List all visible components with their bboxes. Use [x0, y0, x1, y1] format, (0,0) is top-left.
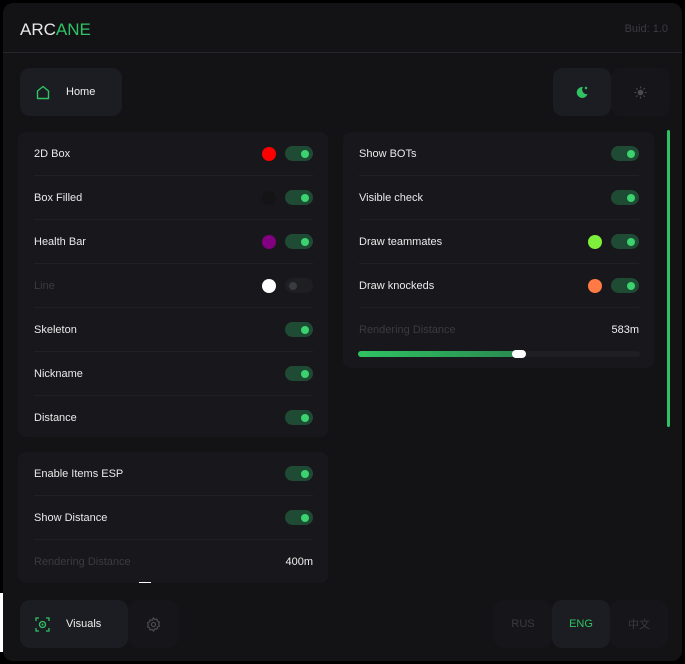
- toggle-switch[interactable]: [285, 466, 313, 481]
- setting-row: Box Filled: [34, 176, 313, 220]
- rendering-distance-value: 583m: [611, 324, 639, 336]
- visuals-label: Visuals: [66, 618, 102, 630]
- setting-row: Show Distance: [34, 496, 313, 540]
- setting-label: Line: [34, 279, 55, 292]
- setting-label: Distance: [34, 411, 77, 424]
- header: ARCANE Buid: 1.0: [3, 3, 682, 53]
- setting-row: Draw teammates: [359, 220, 639, 264]
- toggle-switch[interactable]: [611, 234, 639, 249]
- setting-row: Show BOTs: [359, 132, 639, 176]
- toggle-switch[interactable]: [611, 190, 639, 205]
- toggle-switch[interactable]: [285, 410, 313, 425]
- visuals-tab[interactable]: Visuals: [20, 600, 128, 648]
- setting-row: Distance: [34, 396, 313, 437]
- setting-row: 2D Box: [34, 132, 313, 176]
- logo: ARCANE: [20, 20, 91, 39]
- color-picker-swatch[interactable]: [588, 234, 602, 249]
- slider-knob[interactable]: [511, 350, 526, 358]
- language-button[interactable]: ENG: [552, 600, 610, 648]
- color-picker-swatch[interactable]: [262, 234, 276, 249]
- items-rendering-distance-row: Rendering Distance 400m: [34, 540, 313, 583]
- settings-tab[interactable]: [128, 600, 178, 648]
- setting-label: Draw knockeds: [359, 279, 435, 292]
- items-esp-panel: Show Distance Enable Items ESP Rendering …: [18, 452, 328, 583]
- toggle-switch[interactable]: [285, 234, 313, 249]
- sun-icon: [634, 85, 647, 99]
- toggle-switch[interactable]: [285, 366, 313, 381]
- light-theme-button[interactable]: [611, 68, 670, 116]
- language-button[interactable]: RUS: [494, 600, 552, 648]
- toggle-switch[interactable]: [285, 190, 313, 205]
- setting-label: Skeleton: [34, 323, 77, 336]
- setting-label: Draw teammates: [359, 235, 443, 248]
- items-distance-slider-knob[interactable]: [139, 582, 151, 583]
- toggle-switch[interactable]: [285, 510, 313, 525]
- color-picker-swatch[interactable]: [262, 278, 276, 293]
- setting-label: Health Bar: [34, 235, 86, 248]
- setting-label: Show BOTs: [359, 147, 417, 160]
- color-picker-swatch[interactable]: [262, 190, 276, 205]
- other-rendering-distance-row: Rendering Distance 583m: [359, 308, 639, 352]
- home-label: Home: [66, 86, 96, 98]
- other-esp-panel: Draw knockeds Draw teammates Visible check…: [343, 132, 654, 368]
- toggle-switch[interactable]: [285, 146, 313, 161]
- setting-row: Draw knockeds: [359, 264, 639, 308]
- setting-row: Line: [34, 264, 313, 308]
- setting-label: Visible check: [359, 191, 423, 204]
- gear-icon: [146, 616, 160, 632]
- color-picker-swatch[interactable]: [262, 146, 276, 161]
- home-button[interactable]: Home: [20, 68, 122, 116]
- rendering-distance-label: Rendering Distance: [359, 324, 456, 336]
- window-edge-marker: [0, 593, 3, 652]
- toggle-switch[interactable]: [285, 322, 313, 337]
- setting-label: Show Distance: [34, 511, 108, 524]
- scrollbar[interactable]: [667, 130, 670, 427]
- eye-scan-icon: [35, 616, 50, 632]
- language-button[interactable]: 中文: [610, 600, 668, 648]
- setting-row: Health Bar: [34, 220, 313, 264]
- rendering-distance-value: 400m: [285, 556, 313, 568]
- rendering-distance-slider[interactable]: [358, 350, 640, 358]
- color-picker-swatch[interactable]: [588, 278, 602, 293]
- setting-label: Nickname: [34, 367, 83, 380]
- build-version: Buid: 1.0: [624, 23, 668, 35]
- setting-row: Visible check: [359, 176, 639, 220]
- setting-row: Enable Items ESP: [34, 452, 313, 496]
- dark-theme-button[interactable]: [553, 68, 611, 116]
- app-window: ARCANE Buid: 1.0 Home Distance Nickname Sk…: [3, 3, 682, 661]
- setting-label: 2D Box: [34, 147, 71, 160]
- slider-fill: [358, 351, 519, 357]
- player-esp-panel: Distance Nickname Skeleton Line Health Bar Bo…: [18, 132, 328, 437]
- setting-label: Enable Items ESP: [34, 467, 124, 480]
- toggle-switch[interactable]: [611, 146, 639, 161]
- home-icon: [36, 85, 50, 99]
- rendering-distance-label: Rendering Distance: [34, 556, 131, 568]
- toggle-switch[interactable]: [611, 278, 639, 293]
- toggle-switch[interactable]: [285, 278, 313, 293]
- setting-row: Skeleton: [34, 308, 313, 352]
- setting-label: Box Filled: [34, 191, 83, 204]
- moon-icon: [576, 86, 588, 98]
- setting-row: Nickname: [34, 352, 313, 396]
